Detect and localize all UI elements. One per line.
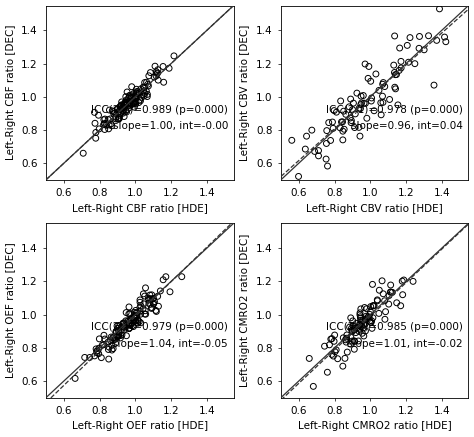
- Point: [154, 293, 162, 300]
- Point: [141, 307, 149, 314]
- Point: [328, 351, 336, 358]
- Point: [100, 332, 108, 339]
- Point: [108, 333, 115, 340]
- Point: [346, 324, 354, 331]
- Point: [346, 103, 353, 110]
- Point: [131, 93, 139, 100]
- Point: [337, 97, 345, 104]
- Point: [349, 322, 357, 329]
- Point: [80, 150, 87, 157]
- Point: [324, 369, 331, 376]
- Point: [341, 355, 349, 362]
- Point: [136, 318, 143, 325]
- Point: [129, 316, 137, 323]
- Point: [139, 91, 147, 98]
- Point: [118, 326, 125, 333]
- Point: [141, 311, 148, 318]
- Point: [143, 79, 150, 86]
- Point: [387, 281, 394, 288]
- Point: [355, 124, 363, 131]
- Point: [100, 116, 108, 123]
- Point: [81, 354, 89, 361]
- Point: [327, 336, 335, 343]
- Point: [105, 356, 112, 363]
- Point: [357, 305, 365, 312]
- Point: [352, 111, 359, 118]
- Point: [128, 101, 135, 108]
- Point: [150, 300, 157, 307]
- Point: [360, 100, 368, 107]
- Point: [116, 112, 124, 119]
- Point: [430, 82, 438, 89]
- Point: [118, 106, 126, 113]
- Point: [442, 38, 450, 45]
- Point: [119, 320, 127, 327]
- Point: [117, 332, 125, 339]
- Point: [112, 115, 119, 122]
- Point: [137, 85, 145, 92]
- Point: [348, 327, 356, 334]
- Point: [386, 289, 394, 296]
- Point: [339, 118, 346, 125]
- Point: [116, 115, 123, 122]
- Point: [305, 355, 313, 362]
- Point: [132, 95, 139, 102]
- Point: [308, 127, 316, 134]
- Point: [156, 288, 164, 295]
- Point: [396, 45, 403, 52]
- Point: [327, 137, 334, 144]
- Point: [137, 311, 144, 318]
- Point: [415, 45, 423, 52]
- Point: [118, 331, 126, 338]
- Point: [295, 173, 302, 180]
- Point: [115, 327, 122, 334]
- Point: [364, 314, 371, 321]
- Point: [337, 118, 345, 125]
- Point: [301, 146, 309, 153]
- Point: [129, 100, 137, 107]
- Point: [122, 309, 130, 316]
- Point: [119, 108, 127, 114]
- Point: [101, 336, 109, 343]
- Point: [350, 326, 358, 333]
- Text: ICC(2,1)=0.978 (p=0.000)
slope=0.96, int=0.04: ICC(2,1)=0.978 (p=0.000) slope=0.96, int…: [326, 104, 463, 131]
- Point: [148, 296, 156, 303]
- Point: [351, 124, 358, 131]
- Point: [101, 120, 109, 127]
- Point: [104, 339, 112, 346]
- Point: [347, 119, 355, 126]
- Point: [332, 347, 340, 354]
- Point: [118, 104, 126, 111]
- Point: [125, 104, 133, 111]
- Point: [375, 287, 383, 294]
- Point: [122, 317, 129, 324]
- Point: [303, 133, 310, 140]
- Point: [124, 100, 131, 107]
- Point: [391, 32, 399, 39]
- Point: [142, 284, 149, 291]
- Point: [126, 325, 133, 332]
- Point: [115, 116, 122, 123]
- Point: [115, 322, 122, 329]
- Point: [151, 62, 159, 69]
- Point: [356, 313, 364, 320]
- Point: [382, 308, 389, 315]
- Point: [310, 383, 317, 390]
- Point: [321, 343, 328, 350]
- Point: [132, 94, 140, 101]
- Point: [112, 328, 120, 335]
- Point: [353, 90, 361, 97]
- Point: [367, 97, 375, 104]
- Point: [126, 102, 133, 109]
- Point: [108, 347, 116, 354]
- Point: [126, 99, 133, 106]
- Point: [121, 100, 128, 107]
- Point: [155, 76, 162, 83]
- Point: [362, 313, 370, 320]
- Point: [347, 96, 355, 103]
- Point: [347, 325, 355, 332]
- Point: [132, 309, 140, 316]
- Point: [126, 317, 133, 324]
- Point: [365, 75, 372, 82]
- Point: [362, 327, 369, 334]
